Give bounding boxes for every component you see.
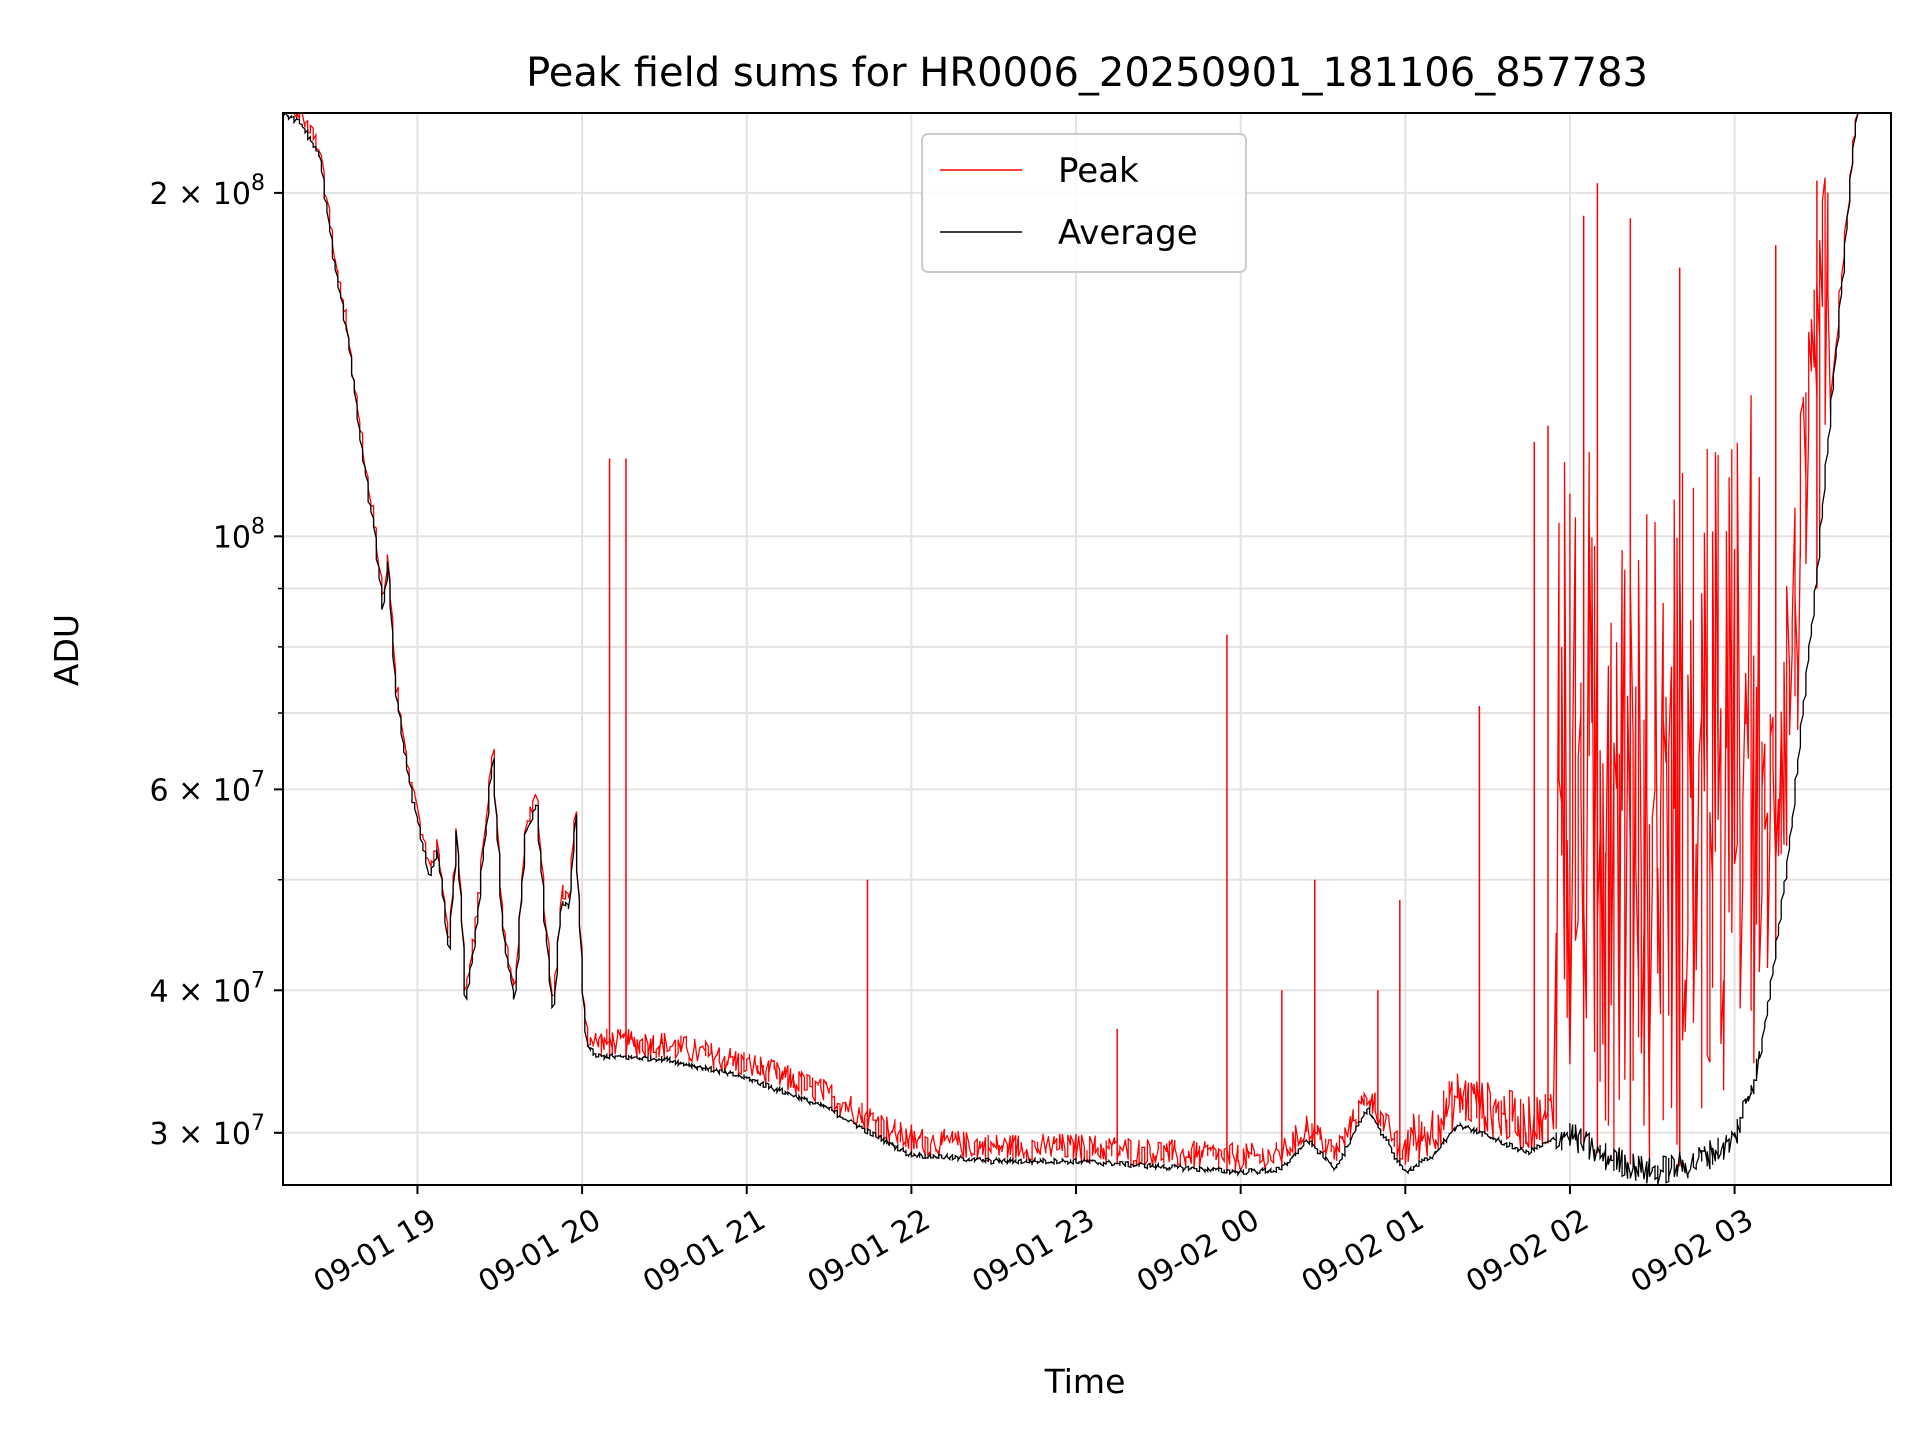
series-line-average — [283, 113, 1859, 1185]
series-line-peak — [283, 113, 1859, 1172]
legend: Peak Average — [921, 133, 1247, 273]
legend-label-peak: Peak — [1058, 151, 1139, 191]
legend-box — [921, 133, 1247, 273]
y-tick-label: 2 × 108 — [150, 171, 265, 212]
y-axis-title: ADU — [47, 614, 86, 686]
plot-frame — [282, 112, 1892, 1186]
y-tick-label: 6 × 107 — [150, 767, 265, 808]
x-axis-title: Time — [1044, 1362, 1126, 1401]
gridlines — [283, 113, 1891, 1185]
y-tick-label: 3 × 107 — [150, 1111, 265, 1152]
chart-title: Peak field sums for HR0006_20250901_1811… — [526, 50, 1648, 96]
plot-data — [283, 113, 1859, 1185]
legend-label-average: Average — [1058, 213, 1198, 253]
y-tick-label: 4 × 107 — [150, 968, 265, 1009]
